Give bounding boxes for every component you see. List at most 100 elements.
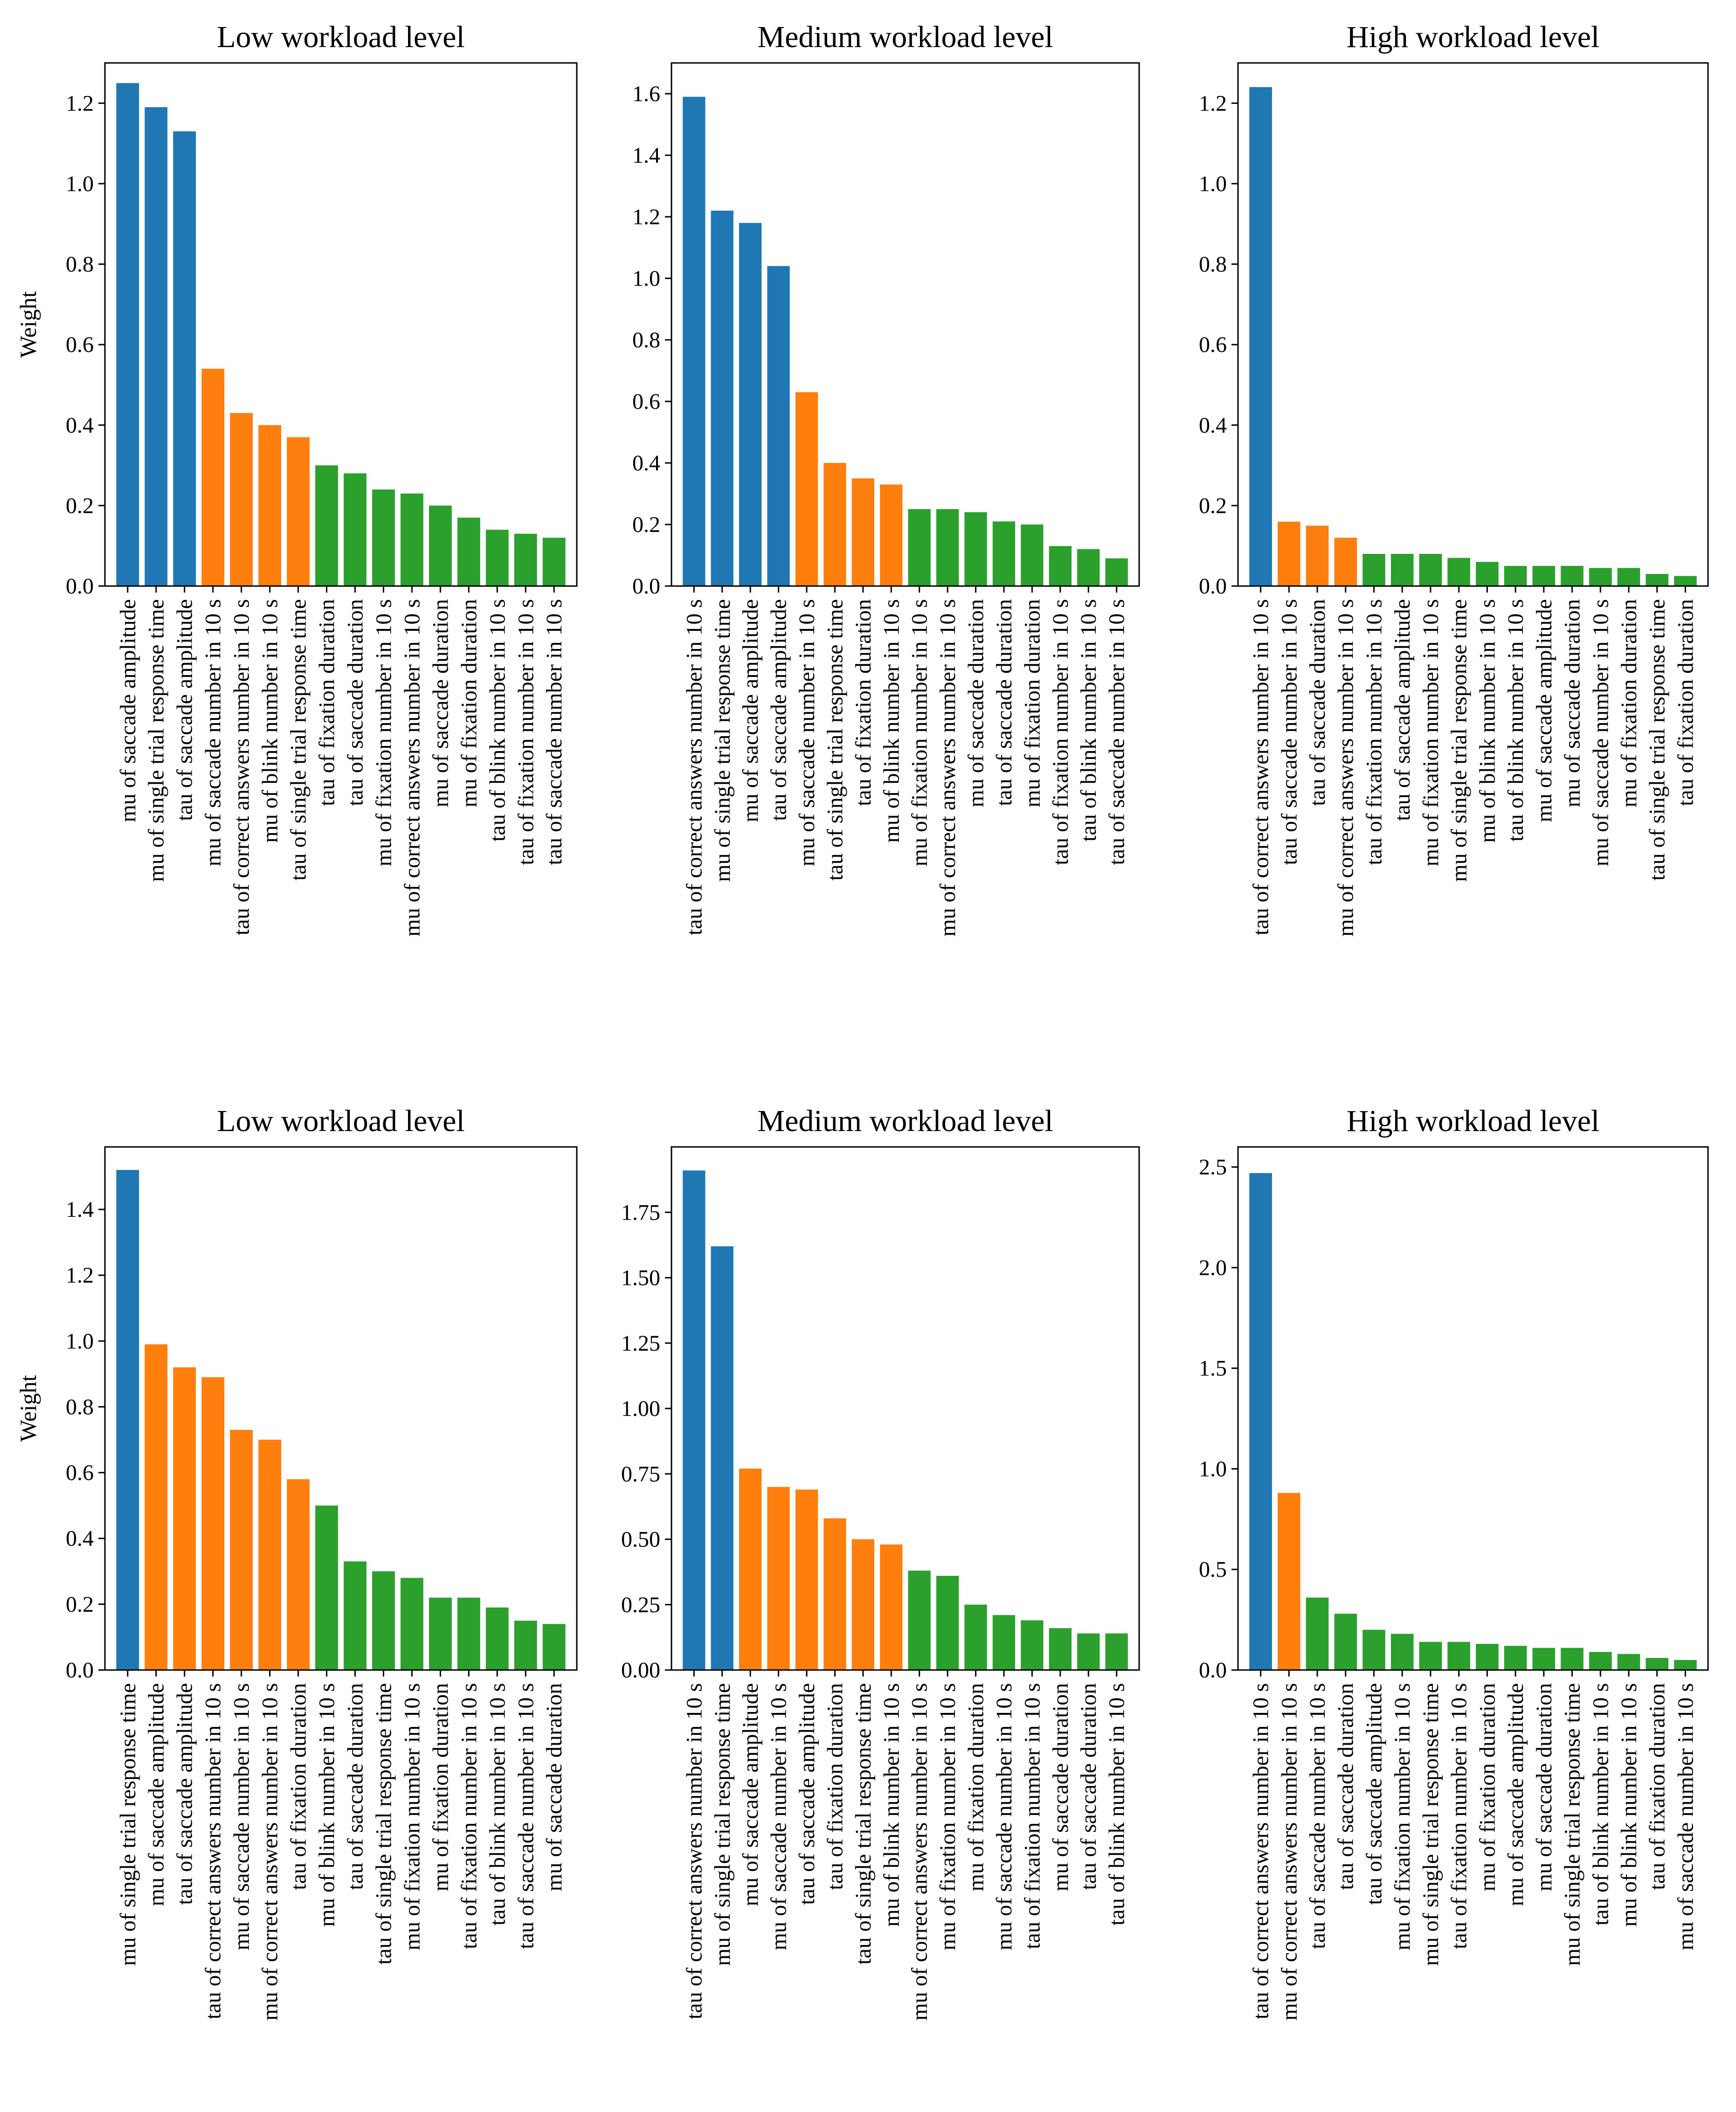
x-category-label: tau of correct answers number in 10 s bbox=[682, 1683, 706, 2019]
bar bbox=[1334, 538, 1357, 586]
y-tick-label: 0.8 bbox=[66, 1394, 94, 1419]
x-category-label: tau of single trial response time bbox=[1645, 599, 1670, 881]
x-category-label: mu of saccade number in 10 s bbox=[229, 1683, 254, 1950]
bar bbox=[173, 131, 196, 586]
bar bbox=[851, 1539, 874, 1670]
bar bbox=[739, 223, 762, 586]
bar bbox=[936, 1576, 959, 1670]
x-category-label: mu of saccade amplitude bbox=[1503, 1683, 1528, 1906]
x-category-label: tau of blink number in 10 s bbox=[1105, 1683, 1129, 1926]
bar bbox=[230, 413, 253, 586]
axes-frame bbox=[671, 62, 1140, 587]
bar bbox=[1532, 566, 1556, 586]
chart-title: High workload level bbox=[1347, 1104, 1600, 1138]
bar bbox=[936, 509, 959, 586]
y-tick-label: 1.2 bbox=[632, 205, 660, 229]
x-category-label: mu of saccade amplitude bbox=[1532, 599, 1556, 822]
x-category-label: tau of saccade amplitude bbox=[173, 1683, 197, 1905]
chart-panel-5: 0.00 0.25 0.50 0.75 1.00 1.25 1.50 1.75 tau of c… bbox=[621, 1104, 1140, 2021]
x-category-label: mu of saccade amplitude bbox=[144, 1683, 169, 1906]
bar bbox=[145, 1344, 168, 1670]
chart-title: Low workload level bbox=[217, 20, 465, 54]
y-tick-label: 2.0 bbox=[1199, 1256, 1227, 1280]
x-category-label: mu of correct answers number in 10 s bbox=[1277, 1683, 1301, 2021]
bar bbox=[823, 1518, 846, 1670]
x-category-label: tau of blink number in 10 s bbox=[485, 599, 510, 842]
x-category-label: mu of fixation number in 10 s bbox=[907, 599, 932, 866]
x-category-label: mu of single trial response time bbox=[1447, 599, 1472, 882]
x-category-label: tau of blink number in 10 s bbox=[1588, 1683, 1613, 1926]
bar bbox=[485, 530, 509, 586]
bar bbox=[1476, 1643, 1499, 1670]
axes-frame bbox=[104, 62, 578, 587]
chart-title: Medium workload level bbox=[757, 1104, 1053, 1138]
x-category-label: mu of saccade duration bbox=[1532, 1683, 1556, 1891]
x-category-label: tau of saccade duration bbox=[343, 1683, 368, 1890]
y-tick-label: 0.75 bbox=[621, 1462, 660, 1486]
y-tick-label: 0.0 bbox=[66, 574, 94, 599]
bar bbox=[230, 1429, 253, 1670]
bar bbox=[964, 1604, 987, 1670]
x-category-label: mu of saccade number in 10 s bbox=[795, 599, 819, 866]
x-category-label: mu of single trial response time bbox=[116, 1683, 140, 1966]
bar bbox=[1390, 554, 1414, 586]
bar bbox=[401, 493, 423, 586]
chart-panel-2: 0.0 0.2 0.4 0.6 0.8 1.0 1.2 1.4 1.6 tau of correc… bbox=[632, 20, 1140, 937]
bar bbox=[1021, 1620, 1044, 1670]
x-category-label: tau of saccade number in 10 s bbox=[1105, 599, 1129, 865]
bar bbox=[739, 1469, 762, 1670]
y-tick-label: 0.2 bbox=[66, 1592, 94, 1617]
y-tick-label: 0.6 bbox=[1199, 332, 1227, 357]
y-tick-label: 0.50 bbox=[621, 1527, 660, 1552]
bar bbox=[1504, 1646, 1527, 1670]
x-category-label: tau of saccade amplitude bbox=[1390, 599, 1415, 821]
bar bbox=[1278, 521, 1300, 586]
x-category-label: mu of fixation duration bbox=[964, 1683, 989, 1891]
x-category-label: tau of single trial response time bbox=[851, 1683, 876, 1965]
x-category-label: mu of saccade duration bbox=[964, 599, 989, 807]
x-category-label: tau of blink number in 10 s bbox=[1076, 599, 1101, 842]
x-category-label: tau of saccade number in 10 s bbox=[513, 1683, 538, 1949]
x-category-label: mu of fixation number in 10 s bbox=[1390, 1683, 1415, 1950]
x-category-label: tau of correct answers number in 10 s bbox=[1249, 599, 1273, 935]
y-axis-label: Weight bbox=[15, 291, 41, 358]
axes-frame bbox=[1237, 1146, 1709, 1671]
bar bbox=[1617, 568, 1640, 586]
x-category-label: mu of fixation number in 10 s bbox=[1418, 599, 1443, 866]
x-category-label: mu of fixation duration bbox=[1475, 1683, 1500, 1891]
bar bbox=[992, 1615, 1016, 1670]
y-tick-label: 0.0 bbox=[1199, 1658, 1227, 1683]
x-category-label: tau of saccade amplitude bbox=[767, 599, 791, 821]
x-category-label: mu of single trial response time bbox=[144, 599, 169, 882]
bar bbox=[145, 107, 168, 586]
chart-panel-1: 0.0 0.2 0.4 0.6 0.8 1.0 1.2 mu of saccade ampli… bbox=[15, 20, 578, 937]
x-category-label: tau of saccade duration bbox=[1305, 599, 1330, 806]
x-category-label: tau of saccade number in 10 s bbox=[1305, 1683, 1330, 1949]
bar bbox=[683, 1170, 705, 1670]
bar bbox=[315, 1505, 338, 1670]
y-tick-label: 1.0 bbox=[66, 1329, 94, 1353]
bar bbox=[1476, 562, 1499, 586]
bar bbox=[1674, 1660, 1697, 1670]
bar bbox=[258, 425, 281, 586]
y-tick-label: 0.4 bbox=[66, 1526, 94, 1551]
bar bbox=[258, 1440, 281, 1670]
x-category-label: tau of fixation number in 10 s bbox=[1447, 1683, 1472, 1949]
x-category-label: mu of saccade number in 10 s bbox=[767, 1683, 791, 1950]
chart-title: High workload level bbox=[1347, 20, 1600, 54]
x-category-label: mu of correct answers number in 10 s bbox=[258, 1683, 283, 2021]
bar bbox=[1049, 1628, 1072, 1670]
y-tick-label: 0.0 bbox=[66, 1658, 94, 1683]
x-category-label: tau of saccade amplitude bbox=[1362, 1683, 1387, 1905]
y-tick-label: 0.6 bbox=[66, 1461, 94, 1485]
bar bbox=[851, 478, 874, 586]
bar bbox=[908, 1570, 931, 1670]
bar bbox=[795, 392, 818, 586]
bar bbox=[201, 1377, 225, 1670]
x-category-label: tau of fixation duration bbox=[315, 599, 339, 806]
bar bbox=[372, 489, 395, 586]
bar bbox=[542, 538, 566, 586]
x-category-label: mu of fixation duration bbox=[1617, 599, 1641, 808]
bar bbox=[514, 1621, 537, 1670]
